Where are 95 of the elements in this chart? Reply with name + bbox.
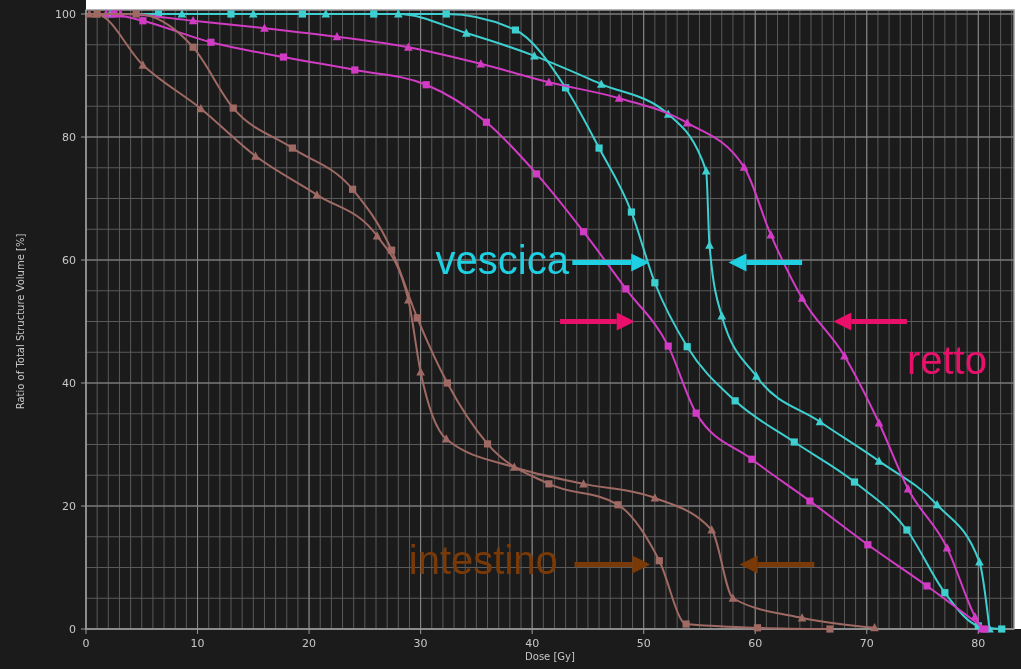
point	[189, 43, 197, 51]
point	[797, 293, 807, 302]
point	[251, 151, 260, 160]
annotation: vescica	[435, 238, 570, 282]
point	[622, 285, 630, 293]
point	[443, 379, 451, 387]
point	[351, 66, 359, 74]
y-tick-label: 60	[62, 254, 76, 267]
point	[248, 9, 258, 18]
point	[998, 625, 1006, 633]
point	[138, 60, 148, 69]
point	[511, 26, 520, 34]
point	[596, 79, 606, 88]
point	[483, 440, 492, 448]
point	[739, 162, 749, 171]
point	[874, 456, 884, 465]
x-tick-label: 20	[302, 637, 317, 650]
point	[279, 53, 288, 61]
point	[790, 438, 798, 446]
y-tick-label: 20	[62, 500, 76, 513]
point	[227, 10, 235, 18]
point	[806, 497, 814, 505]
point	[260, 23, 269, 32]
x-tick-label: 10	[190, 637, 205, 650]
point	[941, 589, 949, 597]
point	[348, 185, 357, 193]
point	[413, 314, 421, 322]
point	[797, 613, 807, 622]
y-tick-label: 80	[62, 131, 76, 144]
point	[753, 624, 762, 632]
point	[682, 620, 690, 628]
point	[441, 434, 451, 443]
point	[545, 480, 553, 488]
point	[533, 170, 541, 178]
point	[655, 557, 663, 565]
point	[442, 10, 450, 18]
point	[393, 9, 403, 18]
point	[840, 351, 849, 360]
point	[614, 93, 624, 102]
x-tick-label: 50	[636, 637, 651, 650]
point	[752, 371, 761, 380]
point	[707, 525, 717, 534]
point	[650, 493, 660, 502]
point	[544, 77, 554, 86]
point	[683, 343, 691, 351]
point	[85, 9, 94, 18]
point	[664, 342, 672, 350]
x-tick-label: 60	[748, 637, 763, 650]
point	[196, 104, 206, 113]
point	[139, 17, 147, 25]
y-tick-label: 0	[69, 623, 76, 636]
x-tick-label: 30	[413, 637, 428, 650]
point	[595, 144, 603, 152]
x-axis-title: Dose [Gy]	[525, 651, 576, 662]
y-tick-label: 40	[62, 377, 76, 390]
point	[826, 625, 834, 633]
point	[766, 230, 776, 239]
point	[977, 624, 986, 633]
point	[404, 42, 413, 51]
point	[579, 228, 588, 236]
point	[321, 9, 331, 18]
point	[748, 455, 756, 463]
point	[728, 593, 738, 602]
point	[509, 462, 519, 471]
point	[177, 9, 187, 18]
point	[462, 28, 471, 37]
point	[422, 81, 430, 89]
point	[705, 240, 714, 249]
point	[731, 397, 739, 405]
x-tick-label: 80	[971, 637, 986, 650]
point	[975, 557, 984, 566]
point	[372, 231, 382, 240]
point	[923, 582, 931, 590]
point	[717, 311, 727, 320]
x-tick-label: 40	[525, 637, 540, 650]
point	[651, 279, 659, 287]
annotation: retto	[906, 338, 987, 383]
point	[903, 526, 911, 534]
point	[614, 501, 622, 509]
point	[404, 295, 413, 304]
x-tick-label: 70	[859, 637, 874, 650]
point	[850, 478, 859, 486]
y-tick-label: 100	[55, 8, 76, 21]
point	[416, 367, 425, 376]
point	[207, 38, 215, 46]
point	[864, 541, 872, 549]
point	[482, 118, 491, 126]
x-tick-label: 0	[82, 637, 90, 650]
y-axis-title: Ratio of Total Structure Volume [%]	[15, 233, 26, 410]
point	[627, 208, 636, 216]
point	[132, 10, 140, 18]
point	[874, 418, 884, 427]
point	[229, 104, 237, 112]
point	[692, 409, 700, 417]
point	[288, 144, 296, 152]
